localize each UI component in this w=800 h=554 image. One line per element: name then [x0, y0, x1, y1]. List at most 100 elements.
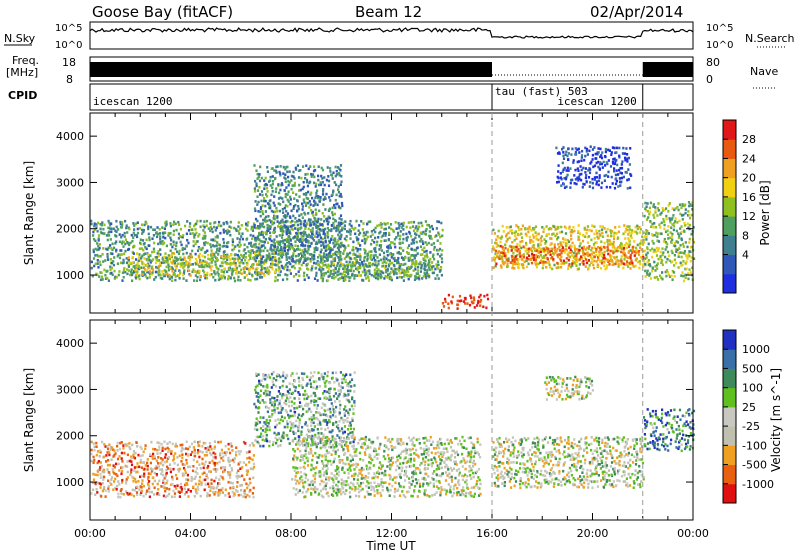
- echo-cell: [376, 276, 379, 280]
- echo-cell: [113, 453, 116, 457]
- echo-cell: [670, 274, 673, 278]
- echo-cell: [143, 461, 146, 464]
- echo-cell: [296, 164, 299, 167]
- echo-cell: [297, 254, 300, 258]
- echo-cell: [378, 244, 381, 247]
- echo-cell: [171, 262, 174, 265]
- echo-cell: [556, 152, 560, 155]
- echo-cell: [256, 254, 259, 258]
- echo-cell: [577, 267, 581, 271]
- echo-cell: [355, 246, 358, 250]
- echo-cell: [161, 446, 164, 450]
- echo-cell: [229, 276, 232, 279]
- echo-cell: [222, 274, 225, 278]
- echo-cell: [676, 205, 679, 209]
- echo-cell: [559, 253, 562, 256]
- echo-cell: [125, 477, 128, 481]
- echo-cell: [95, 226, 98, 229]
- echo-cell: [307, 241, 310, 245]
- echo-cell: [155, 465, 158, 468]
- echo-cell: [168, 487, 171, 491]
- echo-cell: [146, 468, 149, 471]
- echo-cell: [566, 238, 569, 242]
- echo-cell: [348, 223, 351, 226]
- echo-cell: [654, 209, 657, 212]
- echo-cell: [244, 495, 247, 499]
- echo-cell: [115, 240, 118, 243]
- echo-cell: [282, 215, 285, 218]
- echo-cell: [226, 231, 229, 235]
- echo-cell: [143, 475, 146, 478]
- echo-cell: [553, 263, 556, 267]
- echo-cell: [684, 224, 687, 227]
- echo-cell: [221, 465, 224, 469]
- echo-cell: [648, 206, 651, 210]
- echo-cell: [148, 487, 151, 490]
- echo-cell: [182, 258, 185, 261]
- echo-cell: [362, 222, 365, 225]
- echo-cell: [599, 266, 603, 270]
- echo-cell: [263, 179, 266, 182]
- echo-cell: [386, 254, 389, 257]
- echo-cell: [591, 181, 594, 185]
- echo-cell: [285, 245, 288, 248]
- echo-cell: [397, 251, 400, 254]
- echo-cell: [464, 296, 467, 300]
- echo-cell: [512, 251, 515, 255]
- echo-cell: [526, 252, 529, 255]
- echo-cell: [343, 264, 347, 268]
- echo-cell: [261, 204, 264, 207]
- echo-cell: [570, 153, 573, 156]
- echo-cell: [663, 227, 666, 231]
- echo-cell: [283, 246, 287, 250]
- echo-cell: [128, 445, 131, 449]
- echo-cell: [256, 277, 259, 281]
- echo-cell: [685, 254, 688, 258]
- echo-cell: [392, 257, 395, 260]
- echo-cell: [353, 261, 356, 265]
- echo-cell: [158, 270, 161, 274]
- echo-cell: [106, 451, 109, 454]
- echo-cell: [659, 257, 662, 261]
- echo-cell: [187, 488, 190, 491]
- echo-cell: [181, 235, 184, 239]
- echo-cell: [121, 478, 124, 482]
- echo-cell: [168, 492, 171, 496]
- echo-cell: [386, 258, 389, 262]
- echo-cell: [559, 172, 562, 175]
- echo-cell: [560, 255, 563, 259]
- echo-cell: [254, 385, 257, 389]
- echo-cell: [206, 494, 209, 498]
- echo-cell: [263, 274, 266, 277]
- echo-cell: [128, 227, 131, 231]
- echo-cell: [214, 490, 217, 494]
- echo-cell: [388, 233, 391, 236]
- echo-cell: [116, 457, 120, 461]
- echo-cell: [211, 264, 214, 268]
- echo-cell: [294, 217, 297, 220]
- echo-cell: [213, 255, 216, 258]
- echo-cell: [112, 470, 115, 474]
- echo-cell: [173, 462, 176, 465]
- echo-cell: [404, 270, 407, 274]
- echo-cell: [402, 263, 405, 266]
- nave-right-tick-top: 80: [706, 56, 720, 69]
- echo-cell: [117, 273, 120, 277]
- echo-cell: [341, 228, 344, 232]
- echo-cell: [196, 275, 199, 279]
- echo-cell: [689, 203, 692, 206]
- echo-cell: [171, 482, 174, 486]
- echo-cell: [357, 233, 361, 236]
- echo-cell: [361, 270, 364, 274]
- echo-cell: [186, 473, 189, 477]
- echo-cell: [258, 179, 262, 183]
- echo-cell: [286, 261, 289, 265]
- echo-cell: [286, 225, 289, 229]
- echo-cell: [333, 252, 336, 255]
- echo-cell: [385, 257, 388, 260]
- echo-cell: [318, 231, 321, 234]
- echo-cell: [312, 204, 315, 207]
- echo-cell: [154, 275, 157, 279]
- echo-cell: [235, 228, 238, 231]
- echo-cell: [130, 455, 133, 458]
